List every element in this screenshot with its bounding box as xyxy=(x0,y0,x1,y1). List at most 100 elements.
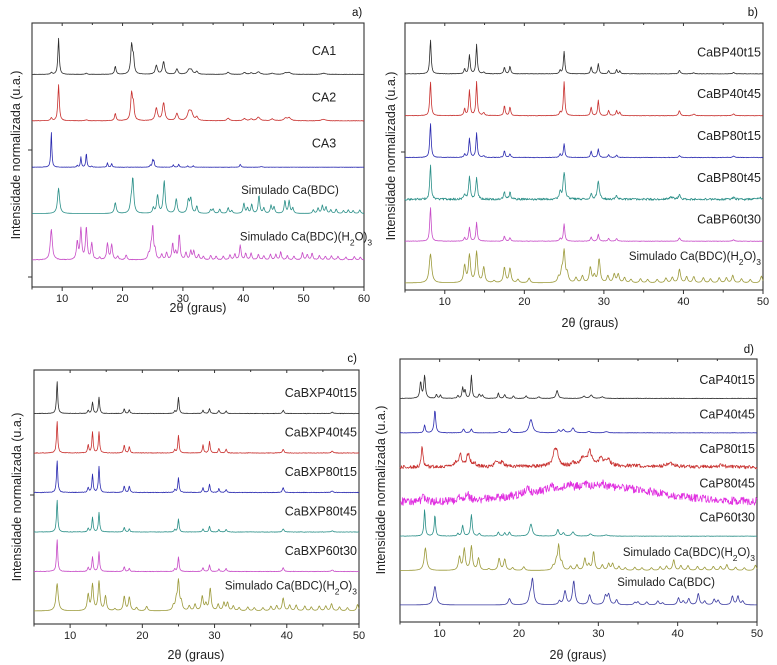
xrd-trace-ca3 xyxy=(31,132,365,168)
x-axis-title-a: 2θ (graus) xyxy=(170,301,227,315)
series-label: CaP80t45 xyxy=(699,476,755,490)
x-tick-label: 20 xyxy=(116,293,128,305)
xrd-trace-cabxp80t15 xyxy=(33,460,360,494)
xrd-trace-cabp80t15 xyxy=(405,123,764,159)
series-label: CaBP40t45 xyxy=(697,87,761,101)
x-tick-label: 30 xyxy=(592,628,604,640)
panel-b: b) 10 20 30 40 50 CaBP40t15 CaBP40t45 CaBP80t1… xyxy=(384,7,769,330)
series-label: CA2 xyxy=(312,90,336,104)
series-labels-a: CA1 CA2 CA3 Simulado Ca(BDC) Simulado Ca(BDC… xyxy=(240,44,372,248)
xrd-trace-simulado-ca-bdc-h2o-3 xyxy=(405,248,764,284)
x-axis-title-d: 2θ (graus) xyxy=(550,648,607,662)
x-axis-a: 10 20 30 40 50 60 xyxy=(31,23,370,305)
series-label: CaP40t15 xyxy=(699,373,755,387)
traces-d xyxy=(399,374,758,606)
series-label: CA3 xyxy=(312,137,336,151)
xrd-trace-simulado-ca-bdc-h2o-3 xyxy=(400,543,758,571)
x-tick-label: 60 xyxy=(358,293,370,305)
x-axis-title-c: 2θ (graus) xyxy=(168,648,225,662)
x-tick-label: 30 xyxy=(208,630,220,642)
x-axis-title-b: 2θ (graus) xyxy=(562,316,619,330)
xrd-trace-cap40t15 xyxy=(400,374,758,400)
plot-frame-b xyxy=(404,22,764,291)
x-tick-label: 20 xyxy=(518,296,530,308)
x-tick-label: 50 xyxy=(751,628,763,640)
series-label: CaBP60t30 xyxy=(697,213,761,227)
x-tick-label: 40 xyxy=(281,630,293,642)
panel-label-a: a) xyxy=(352,7,362,19)
series-label: CaBXP60t30 xyxy=(285,544,357,558)
x-tick-label: 20 xyxy=(136,630,148,642)
xrd-trace-cabxp80t45 xyxy=(33,499,359,533)
series-label: CaBXP40t45 xyxy=(285,425,357,439)
xrd-trace-cap80t45 xyxy=(399,479,758,506)
x-tick-label: 50 xyxy=(298,293,310,305)
series-label: CaBXP80t45 xyxy=(285,504,357,518)
traces-a xyxy=(31,37,365,261)
xrd-trace-simulado-ca-bdc-h2o-3 xyxy=(31,225,365,261)
x-axis-b: 10 20 30 40 50 xyxy=(404,23,769,308)
x-tick-label: 50 xyxy=(757,296,769,308)
plot-frame-a xyxy=(31,22,365,288)
x-tick-label: 10 xyxy=(434,628,446,640)
panel-label-c: c) xyxy=(347,353,357,365)
xrd-trace-cabxp40t15 xyxy=(33,381,360,415)
x-tick-label: 10 xyxy=(439,296,451,308)
xrd-trace-cabxp40t45 xyxy=(34,421,360,454)
series-label: Simulado Ca(BDC)(H2O)3 xyxy=(629,251,761,267)
series-label: Simulado Ca(BDC) xyxy=(241,185,339,197)
x-tick-label: 30 xyxy=(598,296,610,308)
y-axis-title-b: Intensidade normalizada (u.a.) xyxy=(384,72,398,241)
series-label: CA1 xyxy=(312,44,336,58)
x-tick-label: 10 xyxy=(56,293,68,305)
y-axis-ticks-a xyxy=(28,149,32,278)
xrd-trace-cabp80t45 xyxy=(404,164,764,201)
panel-label-b: b) xyxy=(748,7,758,19)
traces-b xyxy=(404,39,764,284)
xrd-trace-cabxp60t30 xyxy=(33,539,360,573)
xrd-trace-cap80t15 xyxy=(399,446,758,470)
series-label: Simulado Ca(BDC)(H2O)3 xyxy=(225,580,357,596)
panel-a: a) 10 20 30 40 50 60 CA1 CA2 CA3 Simulado Ca(BDC… xyxy=(9,7,372,315)
y-axis-title-d: Intensidade normalizada (u.a.) xyxy=(374,406,388,575)
panel-c: c) 10 20 30 40 50 CaBXP40t15 CaBXP40t45 CaBXP8… xyxy=(10,353,365,662)
xrd-trace-simulado-ca-bdc-h2o-3 xyxy=(34,578,360,612)
x-axis-d: 10 20 30 40 50 xyxy=(399,359,763,640)
xrd-trace-cabp60t30 xyxy=(404,207,764,242)
xrd-trace-ca1 xyxy=(32,37,365,75)
series-label: Simulado Ca(BDC)(H2O)3 xyxy=(623,547,755,563)
series-label: CaBP40t15 xyxy=(697,45,761,59)
plot-frame-c xyxy=(33,369,360,625)
series-label: CaBXP40t15 xyxy=(285,386,357,400)
xrd-trace-ca2 xyxy=(31,84,364,122)
y-axis-title-a: Intensidade normalizada (u.a.) xyxy=(9,71,23,240)
xrd-trace-simulado-ca-bdc- xyxy=(32,177,365,214)
series-label: CaBXP80t15 xyxy=(285,465,357,479)
y-axis-title-c: Intensidade normalizada (u.a.) xyxy=(10,413,24,582)
xrd-trace-cap60t30 xyxy=(399,509,758,537)
panel-label-d: d) xyxy=(744,344,754,356)
series-labels-c: CaBXP40t15 CaBXP40t45 CaBXP80t15 CaBXP80t45… xyxy=(225,386,357,596)
xrd-trace-cabp40t45 xyxy=(404,81,763,117)
series-label: CaBP80t45 xyxy=(697,171,761,185)
x-tick-label: 10 xyxy=(64,630,76,642)
series-label: CaP60t30 xyxy=(699,511,755,525)
traces-c xyxy=(33,381,360,612)
series-label: CaP80t15 xyxy=(699,442,755,456)
xrd-trace-simulado-ca-bdc- xyxy=(399,577,757,606)
x-tick-label: 40 xyxy=(677,296,689,308)
xrd-trace-cabp40t15 xyxy=(404,39,764,75)
x-tick-label: 40 xyxy=(672,628,684,640)
series-labels-d: CaP40t15 CaP40t45 CaP80t15 CaP80t45 CaP60t30… xyxy=(617,373,755,589)
x-tick-label: 40 xyxy=(237,293,249,305)
series-label: Simulado Ca(BDC) xyxy=(617,577,715,589)
series-labels-b: CaBP40t15 CaBP40t45 CaBP80t15 CaBP80t45 CaBP… xyxy=(629,45,761,267)
series-label: CaP40t45 xyxy=(699,407,755,421)
series-label: CaBP80t15 xyxy=(697,129,761,143)
x-tick-label: 20 xyxy=(513,628,525,640)
xrd-trace-cap40t45 xyxy=(399,410,757,434)
plot-frame-d xyxy=(399,358,758,623)
series-label: Simulado Ca(BDC)(H2O)3 xyxy=(240,232,372,248)
x-tick-label: 30 xyxy=(177,293,189,305)
